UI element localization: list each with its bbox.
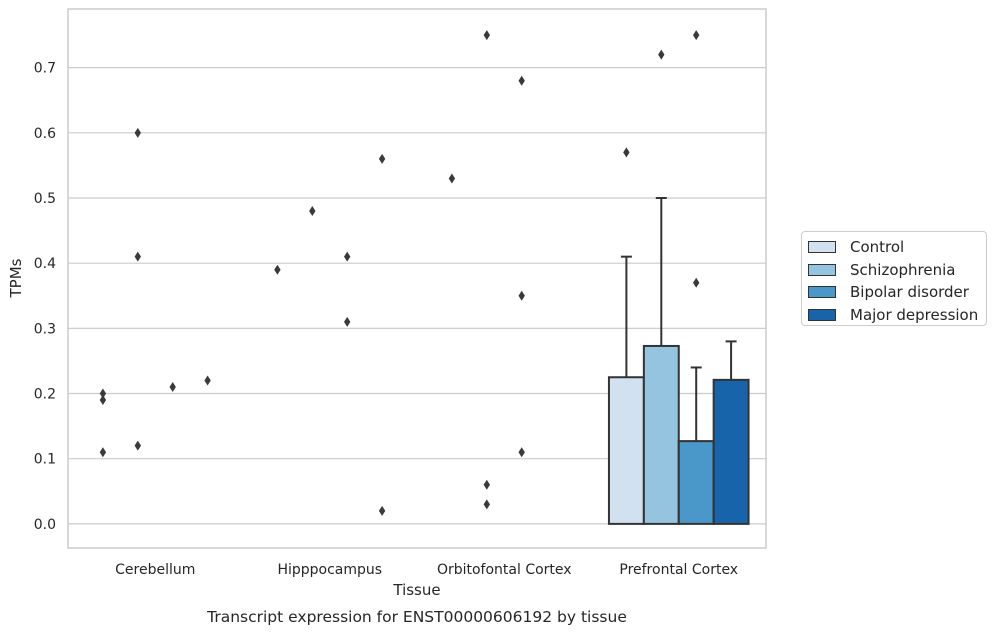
- y-tick-label: 0.4: [34, 256, 56, 272]
- outlier-point: [309, 206, 316, 217]
- outlier-point: [204, 375, 211, 386]
- bars: [607, 197, 750, 525]
- legend-label: Schizophrenia: [850, 260, 956, 279]
- bar: [607, 376, 645, 525]
- x-tick-label: Hipppocampus: [277, 562, 382, 578]
- outlier-point: [623, 147, 630, 158]
- outlier-point: [378, 153, 386, 164]
- x-tick-label: Orbitofontal Cortex: [437, 562, 572, 578]
- legend-swatch: [808, 263, 836, 276]
- outlier-point: [518, 447, 525, 458]
- outlier-point: [483, 499, 490, 510]
- outlier-points: [99, 30, 700, 516]
- y-axis-label: TPMs: [7, 258, 25, 298]
- outlier-point: [134, 251, 141, 262]
- y-tick-label: 0.3: [34, 321, 56, 337]
- legend-swatch: [808, 286, 836, 299]
- outlier-point: [99, 388, 107, 399]
- outlier-point: [518, 75, 525, 86]
- legend-item: Control: [808, 236, 986, 259]
- x-tick-label: Cerebellum: [115, 562, 195, 578]
- legend-item: Schizophrenia: [808, 259, 986, 282]
- outlier-point: [658, 49, 665, 60]
- outlier-point: [483, 479, 490, 490]
- y-tick-label: 0.7: [34, 61, 56, 77]
- outlier-point: [134, 440, 141, 451]
- grid: [68, 67, 766, 525]
- legend-item: Bipolar disorder: [808, 281, 986, 304]
- outlier-point: [99, 395, 107, 406]
- legend-item: Major depression: [808, 304, 986, 327]
- x-tick-labels: Cerebellum Hipppocampus Orbitofontal Corte…: [115, 562, 738, 578]
- legend-swatch: [808, 241, 836, 254]
- outlier-point: [448, 173, 456, 184]
- x-tick-label: Prefrontal Cortex: [619, 562, 738, 578]
- outlier-point: [693, 30, 700, 41]
- outlier-point: [483, 30, 490, 41]
- legend-swatch: [808, 308, 836, 321]
- legend-label: Major depression: [850, 305, 979, 324]
- plot-frame: [67, 8, 767, 549]
- y-tick-label: 0.5: [34, 191, 56, 207]
- outlier-point: [344, 316, 351, 327]
- y-tick-labels: 0.0 0.1 0.2 0.3 0.4 0.5 0.6 0.7: [34, 61, 56, 533]
- y-tick-label: 0.1: [34, 452, 56, 468]
- y-tick-label: 0.0: [34, 517, 56, 533]
- outlier-point: [378, 505, 386, 516]
- y-tick-label: 0.2: [34, 387, 56, 403]
- chart-caption: Transcript expression for ENST0000060619…: [206, 608, 627, 626]
- legend: Control Schizophrenia Bipolar disorder Majo…: [801, 231, 987, 326]
- y-tick-label: 0.6: [34, 126, 56, 142]
- outlier-point: [169, 382, 176, 393]
- legend-label: Control: [850, 238, 905, 257]
- x-axis-label: Tissue: [392, 581, 440, 599]
- outlier-point: [693, 277, 700, 288]
- legend-label: Bipolar disorder: [850, 283, 969, 302]
- outlier-point: [274, 264, 281, 275]
- outlier-point: [99, 447, 107, 458]
- outlier-point: [344, 251, 351, 262]
- bar: [712, 378, 750, 525]
- bar: [677, 440, 715, 525]
- outlier-point: [134, 127, 141, 138]
- outlier-point: [518, 290, 525, 301]
- bar: [642, 344, 680, 525]
